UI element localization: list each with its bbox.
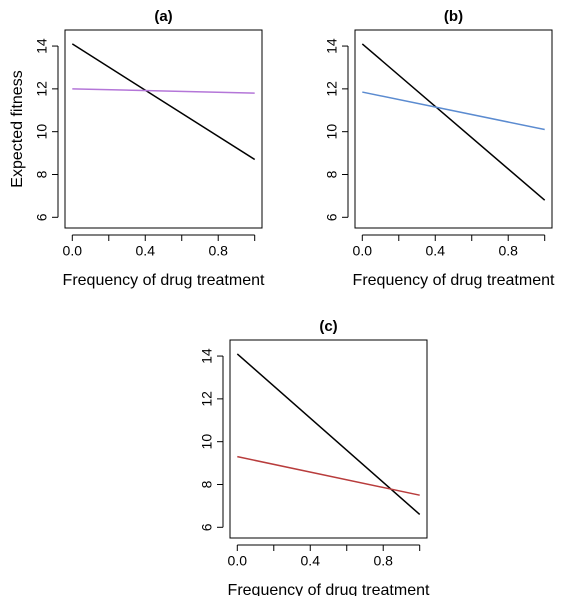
y-tick-label: 10 [199, 434, 215, 450]
y-tick-label: 10 [324, 124, 340, 140]
plot-frame [64, 29, 263, 229]
y-tick-label: 12 [199, 391, 215, 407]
data-line [362, 91, 545, 131]
x-tick-label: 0.8 [373, 553, 393, 569]
x-tick-label: 0.4 [426, 243, 446, 259]
x-tick-label: 0.0 [353, 243, 373, 259]
data-line [236, 353, 421, 516]
plot-frame [354, 29, 553, 229]
y-tick-label: 8 [324, 170, 340, 178]
plot-frame [229, 339, 428, 539]
y-tick-label: 10 [34, 124, 50, 140]
y-tick-label: 8 [199, 480, 215, 488]
y-tick-label: 12 [324, 81, 340, 97]
y-tick-label: 6 [34, 213, 50, 221]
x-axis-label: Frequency of drug treatment [63, 272, 265, 289]
x-tick-label: 0.8 [208, 243, 228, 259]
data-line [72, 88, 255, 94]
x-tick-label: 0.8 [498, 243, 518, 259]
x-tick-label: 0.4 [301, 553, 321, 569]
x-tick-label: 0.0 [228, 553, 248, 569]
y-tick-label: 14 [199, 348, 215, 364]
data-line [361, 43, 546, 201]
chart-title: (b) [444, 8, 463, 25]
x-tick-label: 0.4 [136, 243, 156, 259]
x-axis-label: Frequency of drug treatment [353, 272, 555, 289]
data-line [71, 43, 256, 161]
chart-title: (a) [154, 8, 172, 25]
x-axis-label: Frequency of drug treatment [228, 582, 430, 596]
y-tick-label: 8 [34, 170, 50, 178]
y-axis-label: Expected fitness [9, 70, 26, 187]
y-tick-label: 12 [34, 81, 50, 97]
y-tick-label: 14 [34, 38, 50, 54]
y-tick-label: 6 [199, 523, 215, 531]
x-tick-label: 0.0 [63, 243, 83, 259]
data-line [237, 455, 420, 496]
y-tick-label: 14 [324, 38, 340, 54]
y-tick-label: 6 [324, 213, 340, 221]
chart-title: (c) [319, 318, 337, 335]
